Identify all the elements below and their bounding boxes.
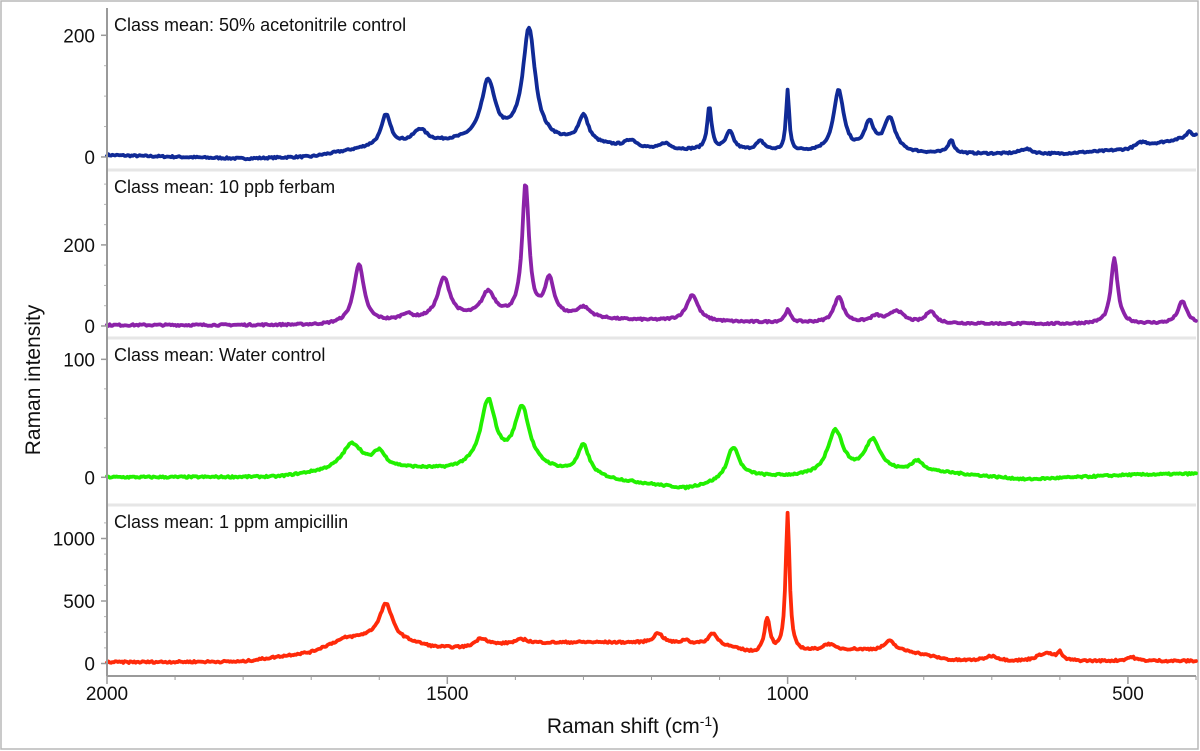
y-tick-label: 1000 [53,530,95,551]
spectrum-line [105,25,1198,162]
y-tick-label: 100 [63,350,95,371]
x-tick-label: 1000 [766,684,808,705]
x-tick-label: 2000 [86,684,128,705]
y-tick-label: 200 [63,236,95,257]
y-tick-label: 500 [63,592,95,613]
y-tick-label: 0 [84,655,95,676]
y-tick-label: 0 [84,468,95,489]
x-axis: 2000 1500 1000 500 [86,675,1197,705]
panel-4: Class mean: 1 ppm ampicillin 0 500 1000 [53,510,1198,676]
panel-label: Class mean: 1 ppm ampicillin [114,512,348,532]
spectrum-line [105,510,1198,665]
panel-3: Class mean: Water control 0 100 [63,345,1198,507]
spectrum-line [105,396,1198,491]
y-tick-label: 0 [84,317,95,338]
panels: Class mean: 50% acetonitrile control 0 200… [53,8,1198,676]
y-axis-title: Raman intensity [22,304,45,455]
panel-2: Class mean: 10 ppb ferbam 0 200 [63,177,1198,340]
x-tick-label: 500 [1112,684,1144,705]
x-axis-title: Raman shift (cm-1) [547,713,719,738]
panel-1: Class mean: 50% acetonitrile control 0 200 [63,15,1198,172]
panel-label: Class mean: Water control [114,345,325,365]
spectrum-line [105,183,1198,328]
panel-label: Class mean: 10 ppb ferbam [114,177,335,197]
x-tick-label: 1500 [426,684,468,705]
panel-label: Class mean: 50% acetonitrile control [114,15,406,35]
y-tick-label: 200 [63,26,95,47]
y-tick-label: 0 [84,148,95,169]
